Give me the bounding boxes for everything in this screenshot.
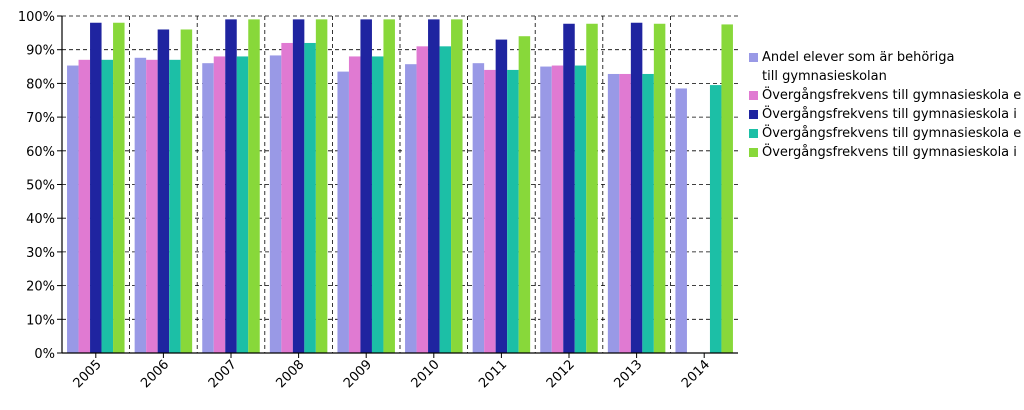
bar — [607, 73, 620, 354]
legend-item: Övergångsfrekvens till gymnasieskola i — [744, 105, 1024, 124]
x-tick-label: 2006 — [138, 357, 172, 391]
legend-item: Andel elever som är behöriga till gymnas… — [744, 48, 1024, 86]
y-tick-label: 30% — [26, 246, 55, 261]
legend-swatch — [749, 53, 758, 62]
bar — [146, 59, 158, 354]
bar — [315, 19, 328, 354]
legend-item: Övergångsfrekvens till gymnasieskola i — [744, 143, 1024, 162]
y-tick-label: 50% — [26, 179, 55, 194]
x-tick-label: 2005 — [71, 357, 105, 391]
x-tick-label: 2007 — [206, 357, 240, 391]
bar — [484, 69, 496, 354]
bar — [472, 63, 485, 354]
bar — [495, 39, 508, 354]
x-tick-labels: 2005 2006 2007 2008 2009 2010 2011 2012 2013 2014 — [71, 353, 713, 391]
bar — [721, 24, 733, 354]
bar — [348, 56, 361, 353]
bar — [269, 55, 282, 353]
x-tick-label: 2008 — [273, 357, 307, 391]
legend-label: Andel elever som är behöriga till gymnas… — [762, 50, 955, 84]
y-tick-labels: 0% 10% 20% 30% 40% 50% 60% 70% 80% 90% 100% — [18, 10, 62, 362]
bar — [101, 59, 114, 354]
bar — [383, 19, 395, 354]
x-tick-label: 2013 — [611, 357, 645, 391]
x-tick-label: 2014 — [679, 357, 713, 391]
bar — [371, 56, 384, 353]
bar — [709, 85, 722, 354]
legend-label: Övergångsfrekvens till gymnasieskola i — [762, 107, 1017, 122]
y-tick-label: 40% — [26, 212, 55, 227]
bar — [563, 23, 575, 353]
bar — [540, 66, 552, 354]
bar — [507, 69, 519, 354]
bar — [337, 71, 349, 353]
y-tick-label: 10% — [26, 313, 55, 328]
category-separators — [129, 16, 671, 353]
bar — [428, 19, 440, 354]
y-tick-label: 90% — [26, 44, 55, 59]
bar — [630, 22, 643, 354]
bar — [180, 29, 193, 353]
bar — [248, 19, 260, 354]
legend-swatch — [749, 148, 758, 157]
x-tick-label: 2011 — [476, 357, 510, 391]
bar — [439, 46, 452, 354]
bar — [451, 19, 463, 354]
bar — [225, 19, 237, 354]
legend-swatch — [749, 110, 758, 119]
y-tick-label: 70% — [26, 111, 55, 126]
legend-label: Övergångsfrekvens till gymnasieskola e — [762, 88, 1022, 103]
bar — [213, 56, 226, 353]
y-tick-label: 60% — [26, 145, 55, 160]
bar — [67, 65, 79, 353]
bars — [67, 19, 733, 354]
bar — [551, 65, 564, 353]
bar — [586, 23, 598, 353]
legend-label: Övergångsfrekvens till gymnasieskola i — [762, 145, 1017, 160]
y-tick-label: 20% — [26, 280, 55, 295]
y-tick-label: 100% — [18, 10, 55, 25]
x-tick-label: 2012 — [544, 357, 578, 391]
bar — [574, 65, 587, 353]
bar — [653, 23, 666, 353]
bar — [518, 36, 531, 353]
bar — [416, 46, 429, 354]
legend-swatch — [749, 91, 758, 100]
legend-item: Övergångsfrekvens till gymnasieskola e — [744, 86, 1024, 105]
bar — [304, 42, 316, 354]
y-tick-label: 0% — [34, 347, 55, 362]
bar — [169, 59, 181, 354]
bar — [90, 22, 102, 354]
legend-item: Övergångsfrekvens till gymnasieskola e — [744, 124, 1024, 143]
bar — [405, 64, 417, 353]
bar — [675, 88, 687, 353]
x-tick-label: 2010 — [409, 357, 443, 391]
bar — [360, 19, 372, 354]
bar — [202, 63, 214, 354]
legend-label: Övergångsfrekvens till gymnasieskola e — [762, 126, 1022, 141]
legend: Andel elever som är behöriga till gymnas… — [744, 48, 1024, 162]
bar — [281, 42, 293, 354]
y-tick-label: 80% — [26, 77, 55, 92]
bar — [113, 22, 125, 354]
legend-swatch — [749, 129, 758, 138]
bar — [134, 57, 147, 354]
bar — [236, 56, 249, 353]
x-tick-label: 2009 — [341, 357, 375, 391]
bar — [157, 29, 170, 353]
bar — [619, 73, 631, 354]
bar — [78, 59, 91, 354]
bar — [292, 19, 305, 354]
bar — [642, 73, 654, 354]
